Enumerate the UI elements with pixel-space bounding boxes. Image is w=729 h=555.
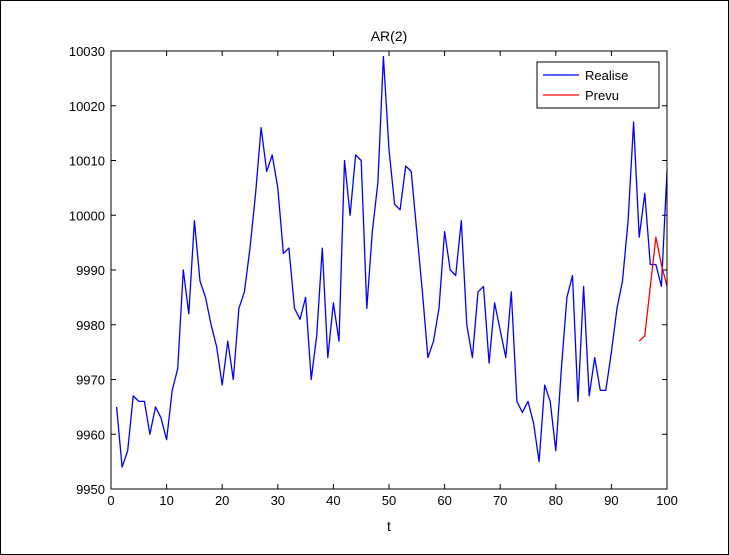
x-tick-label: 10 bbox=[159, 493, 173, 508]
x-tick-label: 50 bbox=[382, 493, 396, 508]
y-tick-label: 10010 bbox=[69, 154, 105, 169]
x-tick-label: 80 bbox=[549, 493, 563, 508]
x-tick-label: 0 bbox=[107, 493, 114, 508]
legend-label: Prevu bbox=[585, 88, 619, 103]
series-line-prevu bbox=[638, 236, 668, 342]
plot-frame bbox=[110, 50, 668, 490]
y-tick-label: 10000 bbox=[69, 208, 105, 223]
legend-box bbox=[536, 61, 660, 109]
x-tick-label: 70 bbox=[493, 493, 507, 508]
y-tick-label: 9980 bbox=[76, 318, 105, 333]
x-tick-label: 40 bbox=[326, 493, 340, 508]
y-tick-label: 10030 bbox=[69, 44, 105, 59]
x-axis-label: t bbox=[387, 518, 391, 534]
y-tick-label: 9990 bbox=[76, 263, 105, 278]
y-tick-label: 10020 bbox=[69, 99, 105, 114]
x-tick-label: 90 bbox=[604, 493, 618, 508]
legend-label: Realise bbox=[585, 68, 628, 83]
x-tick-label: 20 bbox=[215, 493, 229, 508]
plot-area bbox=[111, 51, 667, 489]
series-line-realise bbox=[115, 55, 668, 468]
chart-title: AR(2) bbox=[371, 28, 408, 44]
x-tick-label: 100 bbox=[656, 493, 678, 508]
x-tick-label: 60 bbox=[437, 493, 451, 508]
legend: Realise Prevu bbox=[536, 61, 660, 109]
y-tick-label: 9960 bbox=[76, 427, 105, 442]
y-tick-label: 9950 bbox=[76, 482, 105, 497]
x-tick-label: 30 bbox=[271, 493, 285, 508]
y-tick-label: 9970 bbox=[76, 373, 105, 388]
